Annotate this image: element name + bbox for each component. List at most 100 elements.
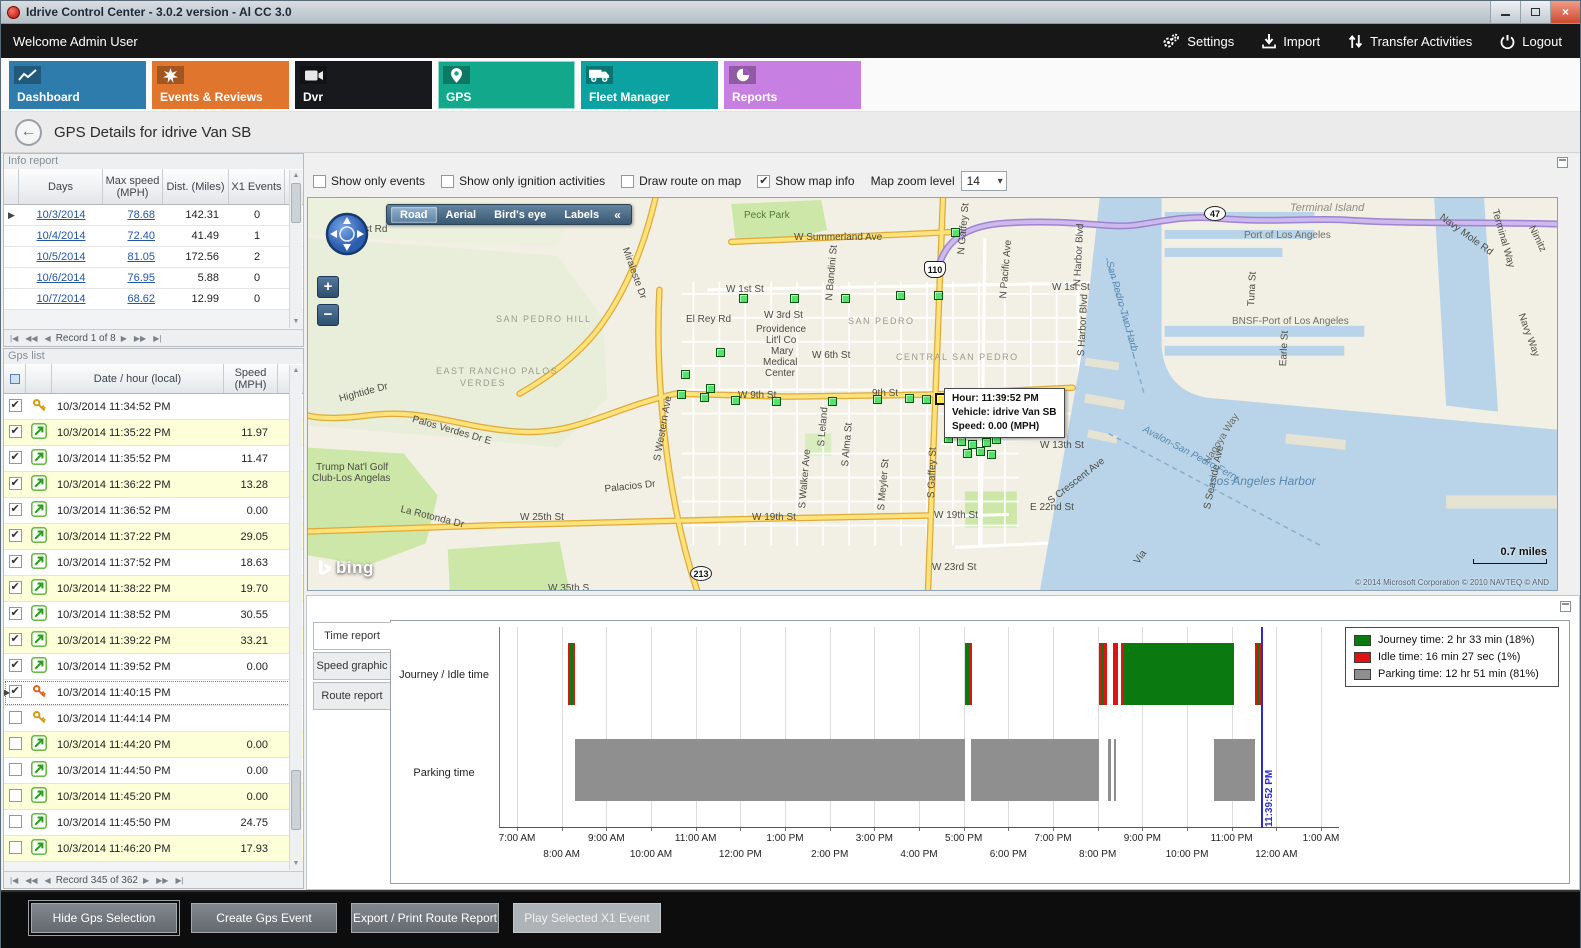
gps-marker[interactable] [982, 438, 991, 447]
gps-list-row[interactable]: 10/3/2014 11:39:22 PM 33.21 [4, 628, 303, 654]
minimize-button[interactable] [1490, 1, 1520, 23]
maximize-button[interactable] [1520, 1, 1550, 23]
gps-list-row[interactable]: 10/3/2014 11:45:50 PM 24.75 [4, 810, 303, 836]
row-checkbox[interactable] [8, 554, 22, 568]
pager-prev-page-button[interactable]: ◀◀ [25, 333, 38, 343]
map-zoom-select[interactable]: 14 [960, 171, 1007, 191]
gps-list-row[interactable]: 10/3/2014 11:44:20 PM 0.00 [4, 732, 303, 758]
gps-marker[interactable] [922, 395, 931, 404]
row-checkbox[interactable] [8, 502, 22, 516]
column-header[interactable]: Date / hour (local) [52, 364, 224, 393]
gps-marker[interactable] [739, 294, 748, 303]
menu-item-settings[interactable]: Settings [1162, 33, 1234, 49]
gps-marker[interactable] [677, 390, 686, 399]
menu-item-transfer-activities[interactable]: Transfer Activities [1348, 34, 1472, 49]
gps-marker[interactable] [873, 395, 882, 404]
report-tab-speed-graphic[interactable]: Speed graphic [313, 652, 391, 680]
day-link[interactable]: 10/6/2014 [36, 272, 86, 284]
report-tab-route-report[interactable]: Route report [313, 682, 391, 710]
info-report-row[interactable]: 10/4/2014 72.40 41.49 1 [4, 226, 303, 247]
max-speed-link[interactable]: 81.05 [127, 251, 155, 263]
tab-events-reviews[interactable]: Events & Reviews [152, 61, 289, 109]
time-cursor-line[interactable] [1261, 627, 1264, 828]
pager-prev-page-button[interactable]: ◀◀ [25, 875, 38, 885]
gps-list-row[interactable]: ▶ 10/3/2014 11:40:15 PM [4, 680, 303, 706]
row-checkbox[interactable] [8, 736, 22, 750]
collapse-viewbar-icon[interactable]: « [614, 207, 621, 222]
scroll-thumb[interactable] [291, 183, 301, 223]
maximize-chart-panel-icon[interactable] [1560, 601, 1571, 612]
gps-list-row[interactable]: 10/3/2014 11:37:22 PM 29.05 [4, 524, 303, 550]
gps-list-row[interactable]: 10/3/2014 11:45:20 PM 0.00 [4, 784, 303, 810]
zoom-out-button[interactable]: − [317, 304, 339, 326]
pager-next-page-button[interactable]: ▶▶ [133, 333, 147, 343]
row-checkbox[interactable] [8, 762, 22, 776]
gps-list-row[interactable]: 10/3/2014 11:37:52 PM 18.63 [4, 550, 303, 576]
column-header[interactable]: X1 Events [229, 169, 285, 204]
map-view-labels[interactable]: Labels [564, 208, 600, 221]
info-report-row[interactable]: 10/7/2014 68.62 12.99 0 [4, 289, 303, 310]
column-header[interactable]: Dist. (Miles) [163, 169, 229, 204]
row-checkbox[interactable] [8, 658, 22, 672]
map-option-show-only-events[interactable]: Show only events [313, 174, 425, 188]
map-view-road[interactable]: Road [391, 206, 437, 223]
row-checkbox[interactable] [8, 710, 22, 724]
row-checkbox[interactable] [8, 580, 22, 594]
gps-marker[interactable] [957, 437, 966, 446]
row-checkbox[interactable] [8, 606, 22, 620]
gps-list-row[interactable]: 10/3/2014 11:36:52 PM 0.00 [4, 498, 303, 524]
scroll-thumb[interactable] [291, 770, 301, 830]
column-header[interactable]: Speed (MPH) [224, 364, 278, 393]
row-checkbox[interactable] [8, 398, 22, 412]
map-compass-control[interactable] [324, 211, 370, 257]
menu-item-import[interactable]: Import [1262, 33, 1320, 49]
gps-list-row[interactable]: 10/3/2014 11:44:14 PM [4, 706, 303, 732]
column-header[interactable]: Max speed (MPH) [103, 169, 163, 204]
gps-list-row[interactable]: 10/3/2014 11:44:50 PM 0.00 [4, 758, 303, 784]
tab-fleet-manager[interactable]: Fleet Manager [581, 61, 718, 109]
gps-marker[interactable] [896, 291, 905, 300]
tab-dashboard[interactable]: Dashboard [9, 61, 146, 109]
gps-marker[interactable] [716, 348, 725, 357]
gps-marker[interactable] [905, 394, 914, 403]
pager-last-button[interactable]: ▶| [175, 875, 184, 885]
gps-list-row[interactable]: 10/3/2014 11:39:52 PM 0.00 [4, 654, 303, 680]
gps-list-row[interactable]: 10/3/2014 11:36:22 PM 13.28 [4, 472, 303, 498]
tab-gps[interactable]: GPS [438, 61, 575, 109]
report-tab-time-report[interactable]: Time report [313, 622, 391, 650]
pager-next-page-button[interactable]: ▶▶ [156, 875, 169, 885]
row-checkbox[interactable] [8, 450, 22, 464]
scroll-up-icon[interactable]: ▲ [292, 367, 300, 374]
export-print-route-report-button[interactable]: Export / Print Route Report [351, 903, 499, 933]
info-report-scrollbar[interactable]: ▲ ▼ [289, 170, 302, 328]
row-checkbox[interactable] [8, 840, 22, 854]
checkbox[interactable] [757, 174, 771, 188]
maximize-map-panel-icon[interactable] [1557, 157, 1568, 168]
row-checkbox[interactable] [8, 632, 22, 646]
scroll-down-icon[interactable]: ▼ [292, 318, 300, 325]
map-view-aerial[interactable]: Aerial [445, 208, 477, 221]
gps-marker[interactable] [700, 393, 709, 402]
gps-marker[interactable] [951, 228, 960, 237]
create-gps-event-button[interactable]: Create Gps Event [191, 903, 337, 933]
row-checkbox[interactable] [8, 424, 22, 438]
gps-marker[interactable] [976, 447, 985, 456]
info-report-row[interactable]: 10/5/2014 81.05 172.56 2 [4, 247, 303, 268]
row-checkbox[interactable] [8, 476, 22, 490]
pager-last-button[interactable]: ▶| [153, 333, 162, 343]
gps-marker[interactable] [841, 294, 850, 303]
pager-next-button[interactable]: ▶ [142, 875, 150, 885]
zoom-in-button[interactable]: + [317, 276, 339, 298]
gps-marker[interactable] [968, 440, 977, 449]
select-all-checkbox[interactable] [4, 364, 26, 393]
pager-first-button[interactable]: |◀ [10, 333, 19, 343]
pager-prev-button[interactable]: ◀ [44, 333, 51, 343]
max-speed-link[interactable]: 76.95 [127, 272, 155, 284]
row-checkbox[interactable] [8, 814, 22, 828]
close-button[interactable]: × [1550, 1, 1580, 23]
max-speed-link[interactable]: 72.40 [127, 230, 155, 242]
map-view-birdseye[interactable]: Bird's eye [494, 208, 547, 221]
row-checkbox[interactable] [8, 684, 22, 698]
tab-reports[interactable]: Reports [724, 61, 861, 109]
